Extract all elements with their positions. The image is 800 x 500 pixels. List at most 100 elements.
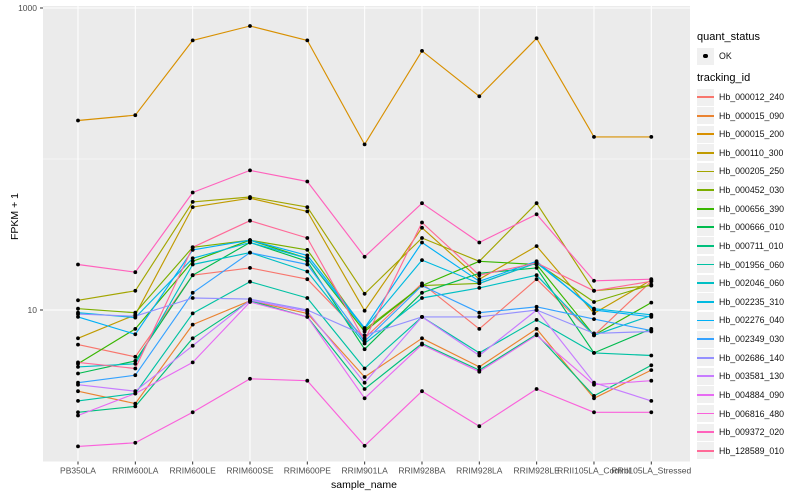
data-point xyxy=(305,259,310,264)
data-point xyxy=(534,277,539,282)
legend-entry-label: Hb_003581_130 xyxy=(719,371,785,382)
legend-entry-label: Hb_000205_250 xyxy=(719,166,785,177)
legend-entry-label: Hb_000656_390 xyxy=(719,203,785,214)
data-point xyxy=(592,311,596,316)
data-point xyxy=(305,315,310,319)
series-color-key-icon xyxy=(697,200,714,218)
x-tick-label: RRIM928LA xyxy=(456,466,503,476)
data-point xyxy=(133,404,138,409)
data-point xyxy=(534,201,539,206)
data-point xyxy=(649,378,654,383)
data-point xyxy=(76,360,80,365)
data-point xyxy=(133,327,138,331)
data-point xyxy=(649,410,654,415)
data-point xyxy=(592,331,596,336)
data-point xyxy=(649,329,654,334)
series-color-key-icon xyxy=(697,349,714,367)
data-point xyxy=(248,218,252,223)
data-point xyxy=(362,396,367,401)
series-color-key-icon xyxy=(697,423,714,441)
data-point xyxy=(592,300,596,304)
data-point xyxy=(420,315,424,319)
data-point xyxy=(534,261,539,265)
data-point xyxy=(420,296,424,300)
data-point xyxy=(420,49,424,53)
data-point xyxy=(133,391,138,396)
x-axis-title: sample_name xyxy=(331,479,397,491)
data-point xyxy=(592,382,596,387)
data-point xyxy=(76,382,80,387)
series-color-key-icon xyxy=(697,237,714,255)
legend-entry-label: Hb_000015_200 xyxy=(719,129,785,140)
data-point xyxy=(362,443,367,448)
data-point xyxy=(362,387,367,391)
x-tick-label: RRIM901LA xyxy=(341,466,388,476)
data-point xyxy=(534,304,539,309)
data-point xyxy=(76,389,80,394)
legend-entry-label: Hb_002686_140 xyxy=(719,352,785,363)
data-point xyxy=(649,315,654,319)
legend-entry-label: Hb_002349_030 xyxy=(719,334,785,345)
data-point xyxy=(76,399,80,403)
data-point xyxy=(649,399,654,403)
legend: quant_status OK tracking_id Hb_000012_24… xyxy=(695,0,800,500)
data-point xyxy=(362,142,367,147)
series-color-key-icon xyxy=(697,330,714,348)
data-point xyxy=(305,378,310,383)
data-point xyxy=(76,315,80,319)
y-tick-label: 1000 xyxy=(18,3,37,13)
data-point xyxy=(477,259,482,264)
data-point xyxy=(362,326,367,330)
legend-entry-label: Hb_002235_310 xyxy=(719,296,785,307)
legend-entry-label: Hb_000711_010 xyxy=(719,240,784,251)
data-point xyxy=(592,394,596,398)
data-point xyxy=(190,336,195,341)
data-point xyxy=(420,389,424,394)
data-point xyxy=(248,24,252,28)
ok-point-icon xyxy=(697,47,714,65)
series-color-key-icon xyxy=(697,144,714,162)
series-color-key-icon xyxy=(697,256,714,274)
data-point xyxy=(76,371,80,376)
data-point xyxy=(477,240,482,245)
legend-entry-label: Hb_000012_240 xyxy=(719,92,785,102)
data-point xyxy=(592,410,596,415)
legend-entry-label: Hb_000015_090 xyxy=(719,110,785,121)
legend-entry-label: Hb_002276_040 xyxy=(719,315,785,326)
data-point xyxy=(133,373,138,378)
data-point xyxy=(76,118,80,123)
data-point xyxy=(133,288,138,293)
data-point xyxy=(534,333,539,338)
legend-title-quant-status: quant_status xyxy=(697,31,760,43)
data-point xyxy=(133,359,138,363)
data-point xyxy=(477,327,482,331)
data-point xyxy=(534,266,539,270)
data-point xyxy=(305,262,310,267)
data-point xyxy=(649,368,654,372)
data-point xyxy=(305,256,310,261)
data-point xyxy=(534,308,539,312)
series-color-key-icon xyxy=(697,162,714,180)
x-tick-label: RRIM600LE xyxy=(170,466,217,476)
data-point xyxy=(362,380,367,385)
series-color-key-icon xyxy=(697,88,714,106)
series-color-key-icon xyxy=(697,181,714,199)
x-tick-label: RRII105LA_Control xyxy=(557,466,631,476)
data-point xyxy=(649,300,654,305)
y-axis-title: FPKM + 1 xyxy=(9,193,21,240)
data-point xyxy=(248,168,252,173)
y-tick-label: 10 xyxy=(28,305,38,315)
data-point xyxy=(477,279,482,284)
x-tick-label: RRIM600PE xyxy=(284,466,332,476)
legend-entry-label: Hb_000666_010 xyxy=(719,222,785,233)
legend-entry-label: Hb_000110_300 xyxy=(719,147,784,158)
data-point xyxy=(420,220,424,225)
data-point xyxy=(305,296,310,300)
data-point xyxy=(477,94,482,99)
x-tick-label: RRIM600LA xyxy=(112,466,159,476)
data-point xyxy=(76,262,80,267)
data-point xyxy=(190,290,195,295)
data-point xyxy=(477,365,482,369)
data-point xyxy=(190,190,195,195)
data-point xyxy=(190,273,195,278)
